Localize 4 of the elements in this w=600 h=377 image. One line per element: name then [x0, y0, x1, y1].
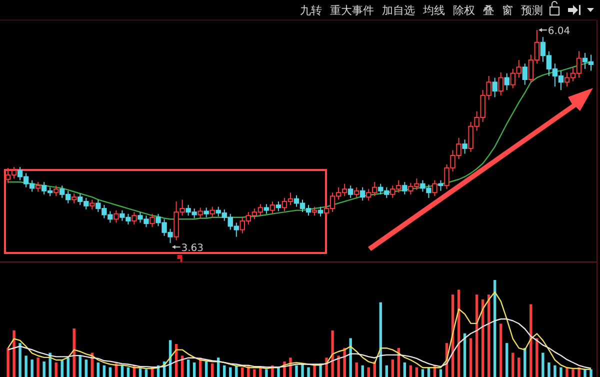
annotation: 6.04: [538, 26, 570, 37]
annotation: 3.63: [181, 243, 204, 254]
annotation: 6.04: [548, 26, 570, 37]
annotation: 3.63: [172, 243, 204, 254]
